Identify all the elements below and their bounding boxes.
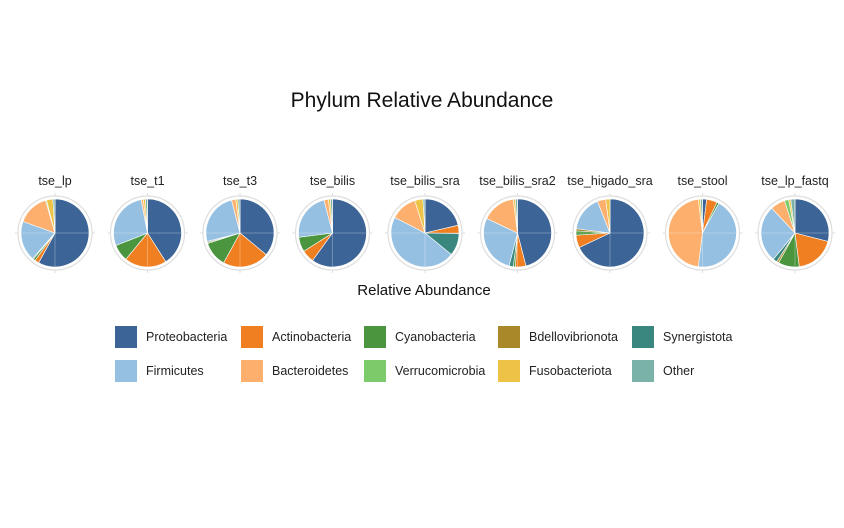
legend-label: Proteobacteria xyxy=(146,330,228,344)
legend-item-actinobacteria: Actinobacteria xyxy=(241,325,351,349)
legend-label: Cyanobacteria xyxy=(395,330,476,344)
legend-label: Firmicutes xyxy=(146,364,204,378)
panel-label: tse_t1 xyxy=(130,174,164,188)
panel-label: tse_bilis xyxy=(310,174,355,188)
pie-slice-proteobacteria xyxy=(312,198,367,268)
pie-slice-actinobacteria xyxy=(223,232,267,268)
pie-slice-firmicutes xyxy=(205,199,241,242)
legend-item-bacteroidetes: Bacteroidetes xyxy=(241,359,348,383)
legend-item-verrucomicrobia: Verrucomicrobia xyxy=(364,359,485,383)
panel-label: tse_lp xyxy=(38,174,71,188)
legend-label: Verrucomicrobia xyxy=(395,364,486,378)
pie-slice-other xyxy=(515,198,518,234)
legend-swatch xyxy=(498,326,520,348)
panel-label: tse_higado_sra xyxy=(567,174,653,188)
pie-slice-firmicutes xyxy=(113,199,148,246)
legend-label: Bdellovibrionota xyxy=(529,330,618,344)
legend-swatch xyxy=(364,360,386,382)
legend-swatch xyxy=(241,360,263,382)
legend-item-proteobacteria: Proteobacteria xyxy=(115,325,227,349)
pie-slice-proteobacteria xyxy=(794,198,830,242)
pie-panels: tse_lp tse_t1 tse_t3 tse_bilis tse_bilis_sra… xyxy=(15,174,835,273)
pie-slice-bacteroidetes xyxy=(668,198,703,268)
legend-label: Fusobacteriota xyxy=(529,364,612,378)
legend-label: Bacteroidetes xyxy=(272,364,349,378)
legend-label: Actinobacteria xyxy=(272,330,352,344)
pie-panel-tse_bilis: tse_bilis xyxy=(292,174,373,273)
panel-label: tse_bilis_sra xyxy=(390,174,460,188)
legend-label: Other xyxy=(663,364,695,378)
pie-slice-fusobacteriota xyxy=(605,198,611,234)
pie-slice-other xyxy=(700,198,703,234)
pie-slice-firmicutes xyxy=(483,218,518,267)
pie-panel-tse_bilis_sra2: tse_bilis_sra2 xyxy=(477,174,558,273)
panel-label: tse_t3 xyxy=(223,174,257,188)
legend-label: Synergistota xyxy=(663,330,733,344)
pie-panel-tse_t1: tse_t1 xyxy=(107,174,188,273)
legend-swatch xyxy=(364,326,386,348)
pie-panel-tse_lp_fastq: tse_lp_fastq xyxy=(755,174,835,273)
pie-slice-actinobacteria xyxy=(794,232,829,268)
pie-panel-tse_t3: tse_t3 xyxy=(200,174,280,273)
pie-slice-firmicutes xyxy=(20,221,56,259)
legend-swatch xyxy=(241,326,263,348)
x-axis-label: Relative Abundance xyxy=(357,282,491,299)
legend-item-fusobacteriota: Fusobacteriota xyxy=(498,359,612,383)
pie-panel-tse_bilis_sra: tse_bilis_sra xyxy=(385,174,465,273)
pie-slice-proteobacteria xyxy=(517,198,552,267)
pie-slice-other xyxy=(330,198,333,234)
pie-slice-firmicutes xyxy=(760,207,796,260)
legend-swatch xyxy=(632,326,654,348)
pie-panel-tse_lp: tse_lp xyxy=(15,174,95,273)
panel-label: tse_lp_fastq xyxy=(761,174,828,188)
legend-swatch xyxy=(632,360,654,382)
pie-slice-firmicutes xyxy=(390,217,452,268)
pie-slice-other xyxy=(237,198,241,234)
panel-label: tse_bilis_sra2 xyxy=(479,174,555,188)
legend-item-cyanobacteria: Cyanobacteria xyxy=(364,325,476,349)
pie-slice-proteobacteria xyxy=(424,198,459,234)
legend-item-synergistota: Synergistota xyxy=(632,325,732,349)
legend-item-firmicutes: Firmicutes xyxy=(115,359,204,383)
pie-slice-other xyxy=(52,198,56,234)
pie-slice-other xyxy=(790,198,796,234)
legend-item-other: Other xyxy=(632,359,694,383)
pie-slice-firmicutes xyxy=(298,199,333,238)
pie-slice-proteobacteria xyxy=(239,198,275,256)
legend-swatch xyxy=(115,326,137,348)
chart-title: Phylum Relative Abundance xyxy=(290,89,554,112)
pie-panel-tse_stool: tse_stool xyxy=(662,174,743,273)
pie-slice-firmicutes xyxy=(697,202,737,268)
pie-slice-proteobacteria xyxy=(38,198,90,268)
pie-slice-other xyxy=(145,198,148,234)
pie-panel-tse_higado_sra: tse_higado_sra xyxy=(567,174,653,273)
panel-label: tse_stool xyxy=(677,174,727,188)
legend-swatch xyxy=(115,360,137,382)
legend-swatch xyxy=(498,360,520,382)
pie-slice-other xyxy=(422,198,426,234)
pie-slice-actinobacteria xyxy=(125,232,167,268)
legend-item-bdellovibrionota: Bdellovibrionota xyxy=(498,325,618,349)
pie-slice-proteobacteria xyxy=(578,198,645,268)
